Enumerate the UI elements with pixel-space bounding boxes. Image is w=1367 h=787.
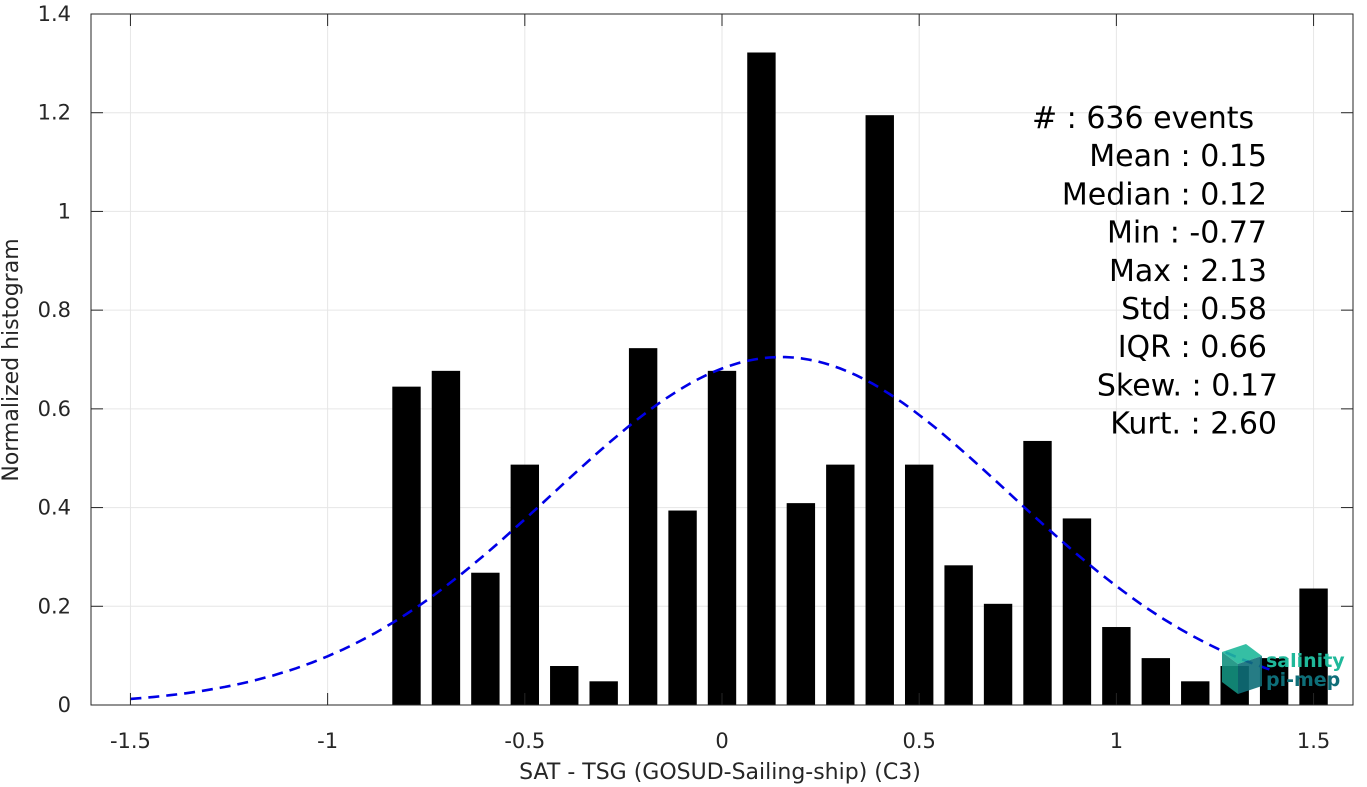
x-axis-label: SAT - TSG (GOSUD-Sailing-ship) (C3) xyxy=(519,760,921,785)
normal-fit-curve xyxy=(130,355,1275,701)
histogram-bar xyxy=(668,510,697,705)
x-tick-label: 1 xyxy=(1110,729,1123,753)
y-tick-labels: 0 0.2 0.4 0.6 0.8 1 1.2 1.4 xyxy=(38,2,71,717)
histogram-bar xyxy=(510,464,540,705)
histogram-bar xyxy=(944,565,973,705)
histogram-bar xyxy=(904,464,934,705)
logo-line-1: salinity xyxy=(1266,650,1345,672)
histogram-bar xyxy=(747,52,776,705)
y-tick-label: 1.2 xyxy=(38,101,71,125)
histogram-bar xyxy=(786,503,816,705)
x-tick-label: 1.5 xyxy=(1297,729,1330,753)
stat-line: Std : 0.58 xyxy=(1121,292,1267,327)
histogram-bar xyxy=(392,386,421,705)
x-tick-label: 0 xyxy=(715,729,728,753)
x-tick-label: 0.5 xyxy=(902,729,935,753)
histogram-bar xyxy=(1141,658,1171,705)
stat-line: Mean : 0.15 xyxy=(1089,139,1267,174)
histogram-bar xyxy=(1259,658,1289,705)
axes xyxy=(90,13,1354,706)
cube-icon xyxy=(1222,644,1262,694)
x-tick-labels: -1.5 -1 -0.5 0 0.5 1 1.5 xyxy=(110,729,1330,753)
y-tick-label: 1 xyxy=(58,199,71,223)
x-tick-label: -0.5 xyxy=(504,729,545,753)
histogram-bar xyxy=(1023,440,1052,705)
bars xyxy=(392,52,1328,706)
stat-line: # : 636 events xyxy=(1032,101,1254,136)
histogram-bar xyxy=(865,115,894,706)
histogram-bar xyxy=(589,681,618,705)
stat-line: Median : 0.12 xyxy=(1062,177,1267,212)
x-tick-label: -1 xyxy=(317,729,338,753)
logo-line-2: pi-mep xyxy=(1266,669,1340,691)
histogram-bar xyxy=(550,666,579,705)
stat-line: Max : 2.13 xyxy=(1109,254,1267,289)
histogram-bar xyxy=(431,370,461,705)
y-tick-label: 0.4 xyxy=(38,496,71,520)
histogram-bar xyxy=(1062,518,1092,705)
histogram-bar xyxy=(826,464,855,705)
stat-line: Min : -0.77 xyxy=(1107,216,1267,251)
stat-line: Skew. : 0.17 xyxy=(1097,368,1278,403)
y-tick-label: 0 xyxy=(58,693,71,717)
y-tick-label: 1.4 xyxy=(38,2,71,26)
histogram-bar xyxy=(1181,681,1210,705)
histogram-bar xyxy=(628,348,658,705)
y-tick-label: 0.8 xyxy=(38,298,71,322)
histogram-bar xyxy=(983,603,1013,705)
stat-line: Kurt. : 2.60 xyxy=(1110,407,1277,442)
histogram-bar xyxy=(471,572,500,705)
y-tick-label: 0.2 xyxy=(38,594,71,618)
stat-line: IQR : 0.66 xyxy=(1118,330,1267,365)
x-tick-label: -1.5 xyxy=(110,729,151,753)
y-axis-label: Normalized histogram xyxy=(0,238,24,481)
salinity-pimep-logo: salinity pi-mep xyxy=(1222,644,1345,694)
grid xyxy=(91,13,1353,706)
histogram-bar xyxy=(707,370,737,705)
normal-fit-curve-layer xyxy=(130,355,1275,701)
histogram-bar xyxy=(1102,627,1131,705)
y-tick-label: 0.6 xyxy=(38,397,71,421)
histogram-bar xyxy=(1299,588,1328,705)
